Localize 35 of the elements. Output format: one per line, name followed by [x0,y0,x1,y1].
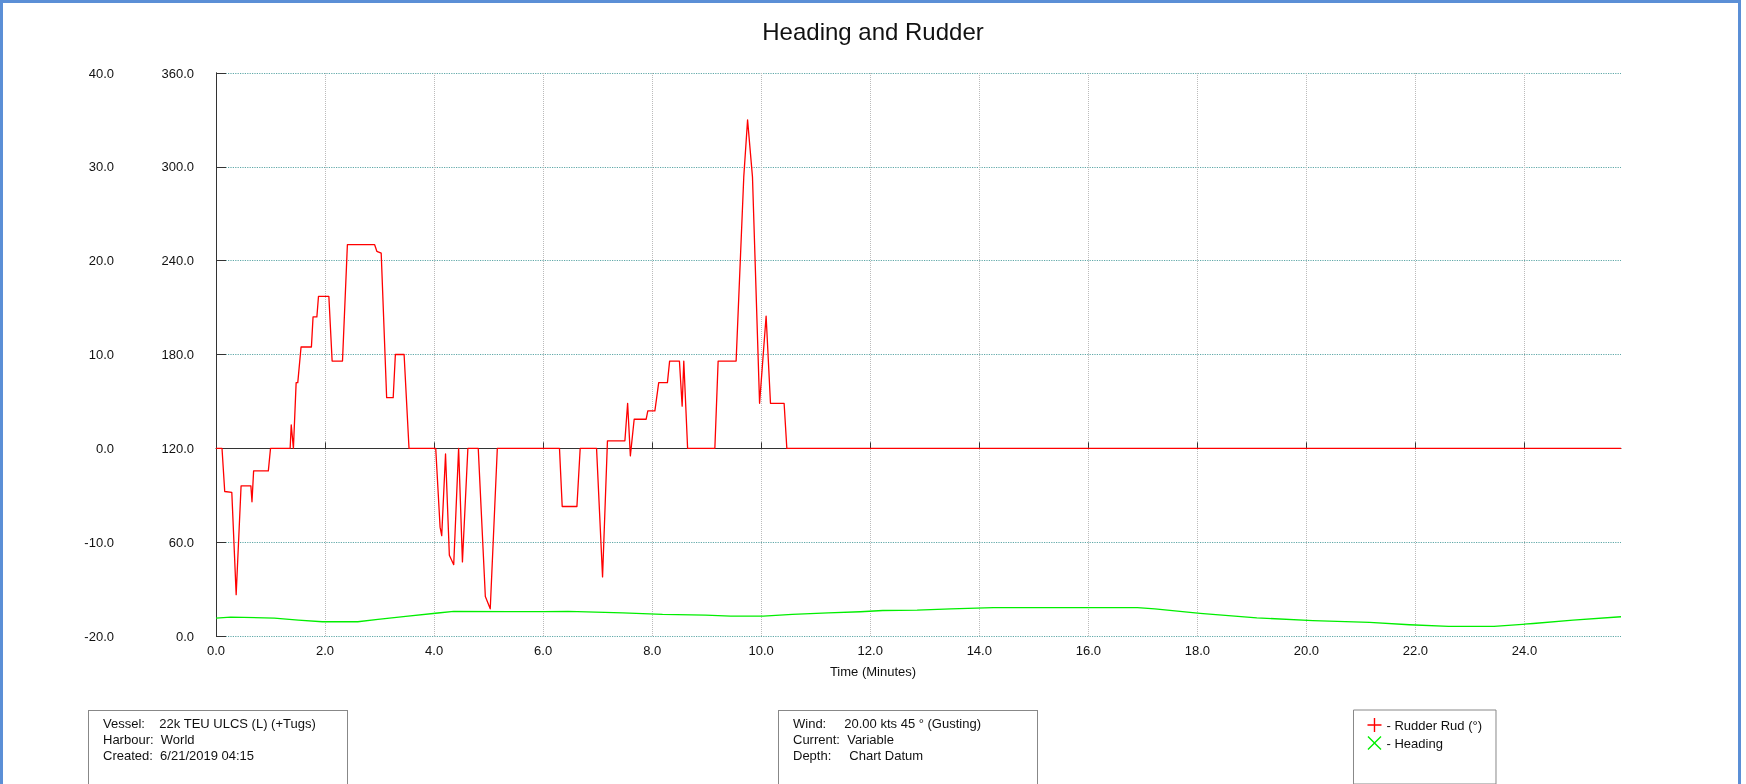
x-tick-label: 0.0 [206,643,226,658]
x-axis-title: Time (Minutes) [829,664,917,679]
y2-tick-label: 300.0 [161,159,194,175]
x-tick-label: 8.0 [643,643,662,658]
y2-tick-label: 120.0 [161,440,194,456]
legend-label: - Rudder Rud (°) [1386,717,1483,733]
y2-tick-label: 360.0 [161,65,194,81]
y-tick-label: -10.0 [84,534,114,550]
x-tick-label: 20.0 [1293,643,1320,658]
x-tick-label: 14.0 [966,643,992,658]
y2-tick-label: 0.0 [175,628,194,644]
line-series [215,119,1622,610]
y-tick-label: 10.0 [88,347,114,362]
x-tick-label: 18.0 [1184,643,1211,658]
x-tick-label: 10.0 [748,643,774,658]
legend-label: - Heading [1386,735,1443,751]
x-tick-label: 4.0 [425,643,444,658]
y2-tick-label: 180.0 [161,347,194,362]
line-series [215,607,1622,628]
text: Wind: 20.00 kts 45 ° (Gusting) Current: Variable Depth: Chart Datum [778,710,1038,784]
x-tick-label: 24.0 [1511,643,1538,658]
x-tick-label: 16.0 [1075,643,1101,658]
y2-tick-label: 240.0 [161,253,194,269]
x-tick-label: 22.0 [1402,643,1429,658]
chart-title: Heading and Rudder [762,17,984,45]
text: Vessel: 22k TEU ULCS (L) (+Tugs) Harbour: World Created: 6/21/2019 04:15 [88,710,348,784]
y-tick-label: -20.0 [84,628,114,644]
y-tick-label: 20.0 [88,253,114,269]
y-tick-label: 30.0 [88,159,114,175]
y2-tick-label: 60.0 [168,534,194,550]
y-tick-label: 40.0 [88,65,114,81]
x-tick-label: 2.0 [316,643,335,658]
x-tick-label: 12.0 [857,643,883,658]
x-tick-label: 6.0 [534,643,553,658]
y-tick-label: 0.0 [95,440,114,456]
